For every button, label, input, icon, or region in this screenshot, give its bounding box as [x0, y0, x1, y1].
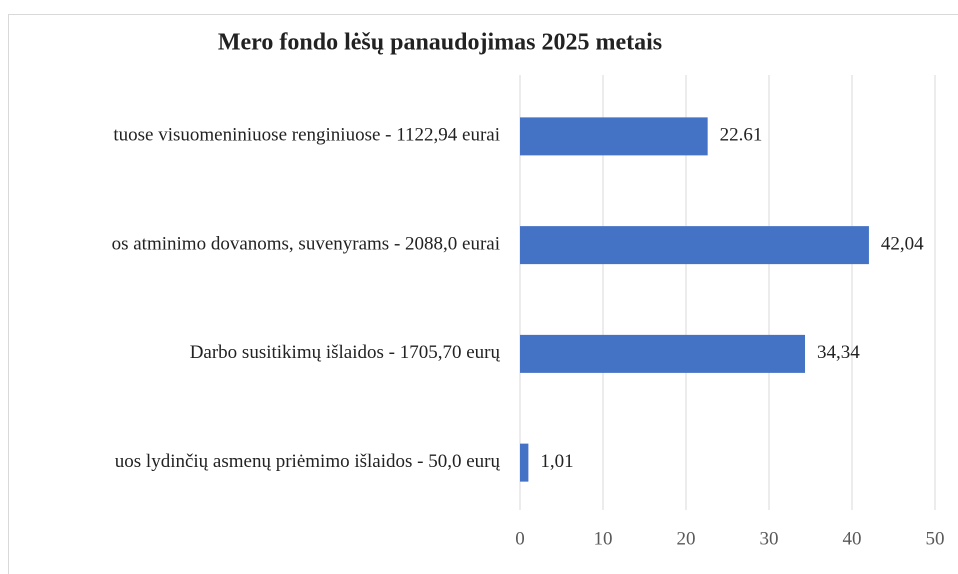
x-tick-label: 50 — [926, 528, 945, 549]
value-label: 34,34 — [817, 342, 860, 363]
bar — [520, 117, 708, 156]
value-label: 42,04 — [881, 233, 924, 254]
category-label: os atminimo dovanoms, suvenyrams - 2088,… — [112, 233, 500, 254]
category-label: uos lydinčių asmenų priėmimo išlaidos - … — [115, 451, 501, 472]
value-label: 1,01 — [540, 451, 573, 472]
category-label: tuose visuomeniniuose renginiuose - 1122… — [113, 125, 500, 146]
bar — [520, 334, 806, 373]
x-tick-label: 20 — [677, 528, 696, 549]
x-tick-label: 30 — [760, 528, 779, 549]
bar — [520, 443, 529, 482]
bar — [520, 226, 869, 265]
x-tick-label: 10 — [594, 528, 613, 549]
category-labels: tuose visuomeniniuose renginiuose - 1122… — [112, 125, 501, 472]
chart-title: Mero fondo lėšų panaudojimas 2025 metais — [218, 30, 662, 56]
x-tick-label: 40 — [843, 528, 862, 549]
x-tick-label: 0 — [515, 528, 525, 549]
value-label: 22.61 — [720, 125, 763, 146]
category-label: Darbo susitikimų išlaidos - 1705,70 eurų — [190, 342, 501, 363]
